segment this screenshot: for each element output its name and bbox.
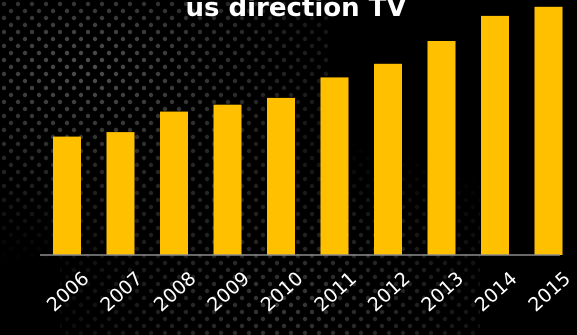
bar-2010 bbox=[267, 97, 295, 256]
bar-2009 bbox=[213, 104, 242, 255]
bar-series bbox=[53, 6, 563, 256]
bar-2015 bbox=[534, 6, 563, 255]
bar-2013 bbox=[427, 41, 456, 255]
bar-2008 bbox=[160, 111, 188, 255]
bar-2006 bbox=[53, 136, 81, 255]
chart-title: us direction TV bbox=[185, 0, 406, 23]
bar-2007 bbox=[106, 132, 135, 255]
x-tick-label-2015: 2015 bbox=[524, 267, 575, 316]
bar-2014 bbox=[481, 15, 509, 256]
bar-2012 bbox=[374, 63, 402, 256]
bar-2011 bbox=[320, 77, 349, 256]
